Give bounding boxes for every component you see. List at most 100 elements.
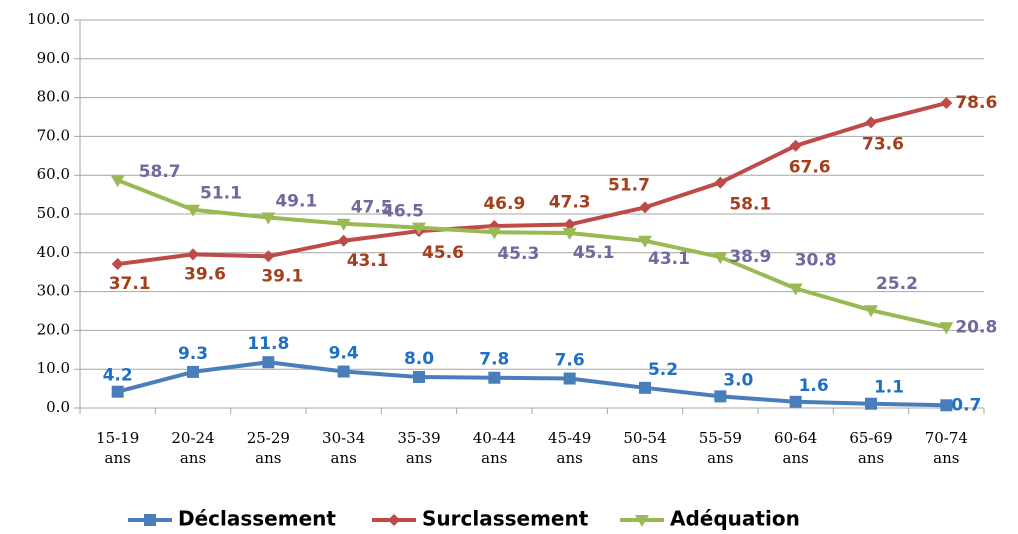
- marker: [144, 514, 156, 526]
- marker: [865, 116, 877, 129]
- data-label: 39.6: [184, 264, 226, 284]
- x-tick-label: 15-19 ans: [96, 429, 140, 467]
- y-tick-label: 100.0: [27, 10, 70, 28]
- series-line: [116, 178, 947, 330]
- y-tick-label: 20.0: [37, 320, 70, 338]
- series-line: [117, 101, 947, 267]
- y-tick-label: 10.0: [37, 359, 70, 377]
- marker: [487, 227, 502, 240]
- marker: [789, 139, 802, 152]
- data-label: 9.4: [329, 344, 359, 364]
- data-label: 9.3: [178, 344, 208, 364]
- marker: [638, 235, 652, 248]
- x-tick-label: 30-34 ans: [322, 429, 366, 467]
- marker: [563, 372, 576, 385]
- data-label: 73.6: [862, 134, 904, 154]
- data-label: 11.8: [247, 334, 289, 354]
- data-label: 4.2: [103, 366, 133, 386]
- marker: [789, 395, 802, 408]
- marker: [388, 514, 400, 526]
- marker: [262, 356, 275, 369]
- marker: [412, 222, 426, 235]
- x-tick-label: 70-74 ans: [924, 429, 968, 467]
- data-label: 1.1: [874, 378, 904, 398]
- y-tick-label: 40.0: [37, 243, 70, 261]
- marker: [714, 390, 727, 403]
- marker: [336, 218, 351, 231]
- x-tick-label: 25-29 ans: [246, 429, 290, 467]
- marker: [111, 258, 124, 271]
- data-label: 7.6: [555, 351, 585, 371]
- data-label: 78.6: [955, 93, 997, 113]
- y-tick-label: 90.0: [37, 49, 70, 67]
- x-tick-label: 55-59 ans: [698, 429, 742, 467]
- marker: [714, 176, 727, 189]
- data-label: 20.8: [955, 317, 997, 337]
- data-label: 49.1: [275, 191, 317, 211]
- marker: [635, 515, 649, 527]
- data-label: 8.0: [404, 349, 434, 369]
- data-label: 46.9: [483, 194, 525, 214]
- data-label: 7.8: [479, 350, 509, 370]
- marker: [864, 305, 878, 318]
- legend: Déclassement Surclassement Adéquation: [128, 507, 800, 531]
- y-tick-label: 70.0: [37, 126, 70, 144]
- data-label: 43.1: [648, 249, 690, 269]
- x-tick-label: 50-54 ans: [623, 429, 667, 467]
- data-label: 51.7: [608, 175, 650, 195]
- data-label: 39.1: [261, 266, 303, 286]
- marker: [110, 175, 125, 188]
- marker: [639, 381, 651, 394]
- legend-label: Déclassement: [178, 507, 336, 531]
- series: 58.7 51.1 49.1 47.546.5 45.3 45.1 43.1 38.9 30.8…: [110, 162, 997, 337]
- marker: [940, 399, 953, 412]
- marker: [187, 365, 199, 378]
- data-label: 30.8: [795, 250, 837, 270]
- marker: [940, 97, 953, 110]
- marker: [337, 234, 350, 247]
- marker: [939, 322, 954, 335]
- marker: [713, 252, 728, 265]
- marker: [562, 228, 577, 241]
- data-label: 3.0: [723, 370, 753, 390]
- marker: [261, 212, 276, 225]
- y-tick-label: 50.0: [37, 204, 70, 222]
- y-tick-label: 30.0: [37, 282, 70, 300]
- y-tick-label: 60.0: [37, 165, 70, 183]
- marker: [262, 250, 275, 263]
- data-label: 0.7: [951, 395, 981, 415]
- data-label: 5.2: [648, 360, 678, 380]
- y-tick-label: 80.0: [37, 88, 70, 106]
- data-label: 25.2: [876, 274, 918, 294]
- marker: [186, 204, 200, 217]
- x-tick-label: 20-24 ans: [171, 429, 215, 467]
- data-label: 47.3: [549, 192, 591, 212]
- marker: [865, 397, 877, 410]
- data-label: 45.6: [422, 243, 464, 263]
- legend-label: Surclassement: [422, 507, 589, 531]
- data-label: 47.5: [351, 198, 393, 218]
- marker: [639, 201, 651, 214]
- data-label: 51.1: [200, 184, 242, 204]
- x-tick-label: 35-39 ans: [397, 429, 441, 467]
- data-label: 43.1: [347, 251, 389, 271]
- x-tick-label: 60-64 ans: [774, 429, 818, 467]
- series: 4.2 9.3 11.8 9.4 8.0 7.8 7.6 5.2 3.0 1.6 1.1 0.7: [103, 334, 982, 415]
- data-label: 45.3: [497, 244, 539, 264]
- legend-label: Adéquation: [670, 507, 800, 531]
- series-line: [117, 360, 947, 408]
- marker: [413, 370, 425, 383]
- data-label: 1.6: [799, 376, 829, 396]
- marker: [563, 218, 576, 231]
- data-label: 67.6: [789, 158, 831, 178]
- x-tick-label: 45-49 ans: [548, 429, 592, 467]
- data-label: 46.5: [382, 202, 424, 222]
- marker: [337, 365, 350, 378]
- marker: [788, 283, 803, 296]
- x-tick-label: 65-69 ans: [849, 429, 893, 467]
- marker: [187, 248, 199, 261]
- marker: [111, 385, 124, 398]
- data-label: 58.1: [729, 195, 771, 215]
